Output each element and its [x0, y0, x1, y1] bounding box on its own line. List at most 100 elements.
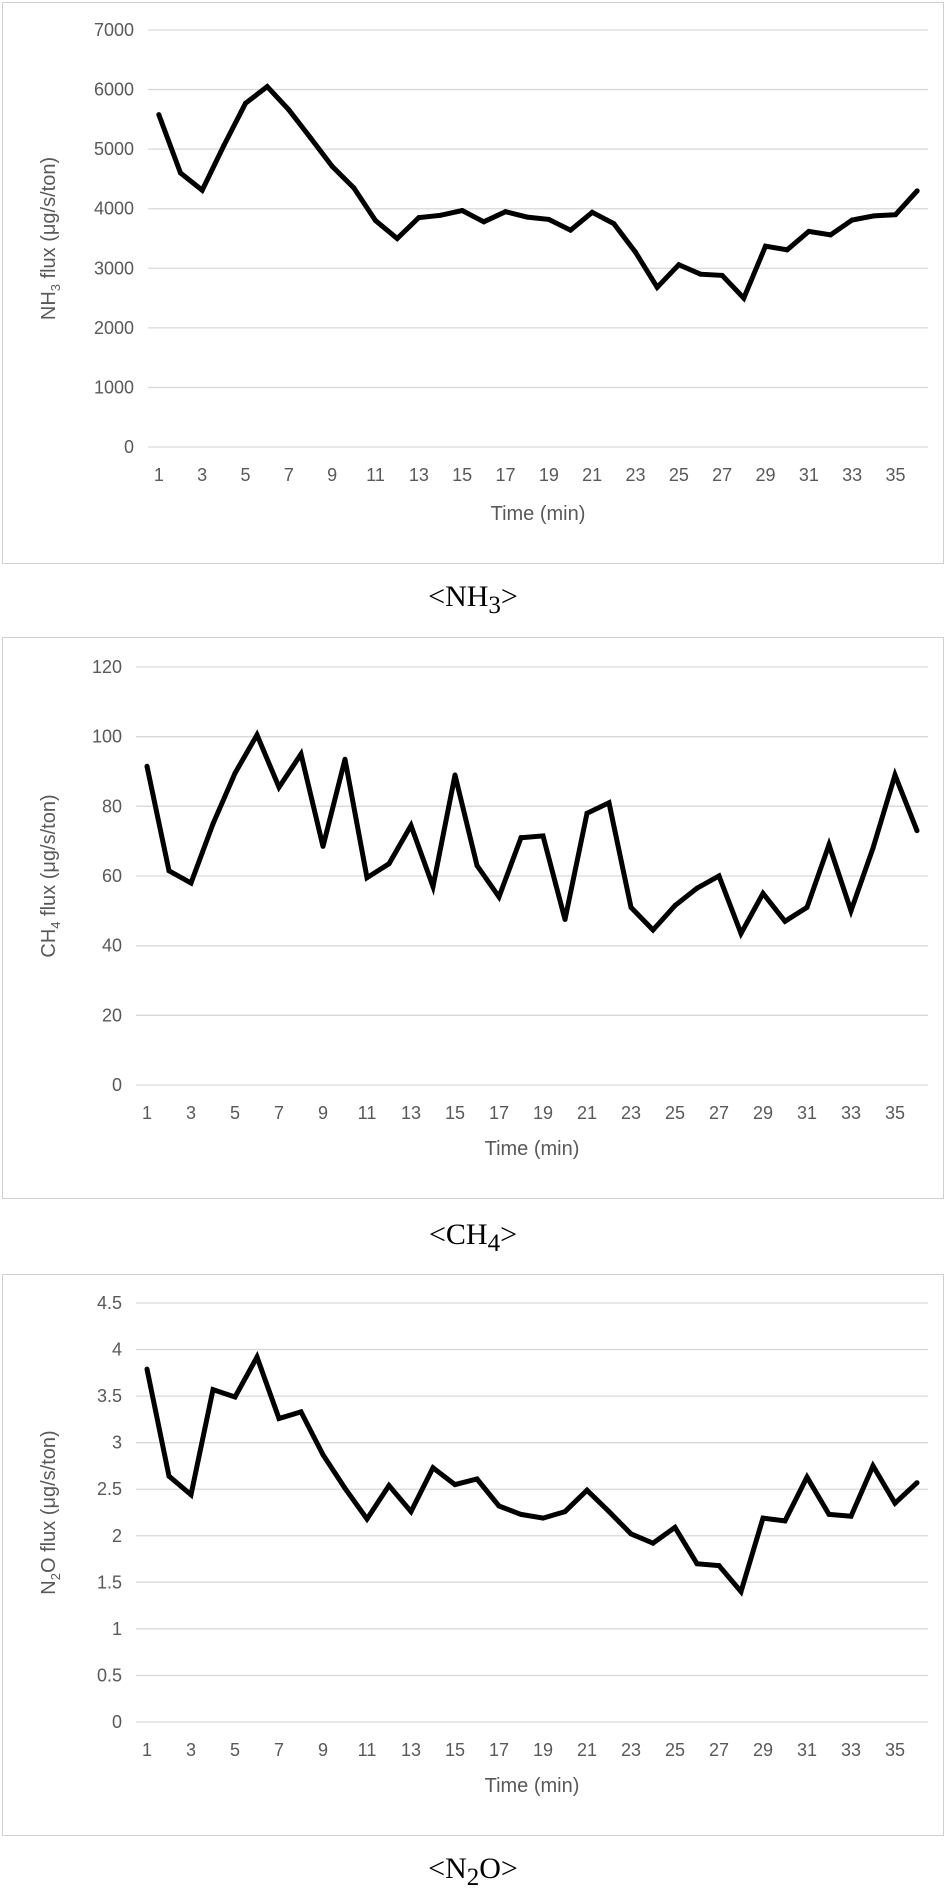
ch4-x-tick-label: 35 [885, 1103, 905, 1123]
n2o-y-tick-label: 1.5 [97, 1572, 122, 1592]
nh3-data-point [351, 185, 357, 191]
ch4-y-tick-label: 80 [102, 796, 122, 816]
n2o-data-point [782, 1518, 788, 1524]
n2o-data-point [474, 1476, 480, 1482]
nh3-data-point [373, 218, 378, 224]
nh3-data-point [221, 143, 227, 149]
n2o-data-point [716, 1563, 722, 1569]
n2o-x-tick-label: 17 [489, 1740, 509, 1760]
nh3-x-tick-label: 7 [284, 465, 294, 485]
ch4-data-point [540, 833, 546, 839]
ch4-x-tick-label: 15 [445, 1103, 465, 1123]
nh3-y-axis-title-after: flux (μg/s/ton) [38, 157, 60, 284]
n2o-series-line [144, 1350, 919, 1597]
nh3-data-point [719, 272, 725, 278]
nh3-x-tick-label: 23 [625, 465, 645, 485]
nh3-y-tick-label: 3000 [94, 258, 134, 278]
n2o-data-point [144, 1366, 150, 1372]
nh3-data-point [329, 163, 335, 169]
n2o-data-point [628, 1531, 634, 1537]
ch4-chart-panel: 0 20 40 60 80 100 120 1 3 5 7 9 11 13 15 17 19 21 23 25 27 29… [2, 637, 944, 1199]
ch4-x-tick-label: 31 [797, 1103, 817, 1123]
ch4-y-tick-label: 0 [112, 1075, 122, 1095]
nh3-x-axis-title: Time (min) [491, 503, 586, 525]
ch4-x-tick-label: 21 [577, 1103, 597, 1123]
n2o-x-tick-label: 1 [142, 1740, 152, 1760]
n2o-y-tick-label: 0 [112, 1712, 122, 1732]
ch4-x-tick-label: 13 [401, 1103, 421, 1123]
ch4-data-point [188, 880, 194, 886]
n2o-data-point [760, 1515, 766, 1521]
n2o-y-tick-label: 4 [112, 1340, 122, 1360]
nh3-x-tick-label: 21 [582, 465, 602, 485]
nh3-data-point [589, 209, 595, 215]
nh3-data-point [893, 212, 898, 218]
nh3-data-point [503, 209, 508, 215]
ch4-data-point [144, 763, 150, 769]
n2o-data-point [826, 1511, 832, 1517]
nh3-caption-after: > [500, 580, 518, 613]
ch4-data-point [606, 800, 612, 806]
ch4-data-point [760, 890, 766, 896]
n2o-data-point [342, 1485, 348, 1491]
ch4-data-point [826, 842, 832, 848]
ch4-data-point [870, 845, 876, 851]
n2o-data-point [232, 1394, 238, 1400]
nh3-chart-panel: 0 1000 2000 3000 4000 5000 6000 7000 1 3 5 7 9 11 13 15… [2, 2, 944, 564]
nh3-data-point [524, 214, 530, 220]
n2o-data-point [188, 1492, 194, 1498]
n2o-x-tick-label: 3 [186, 1740, 196, 1760]
ch4-x-axis-title: Time (min) [485, 1138, 580, 1160]
ch4-data-point [584, 810, 590, 816]
ch4-x-tick-label: 33 [841, 1103, 861, 1123]
n2o-x-tick-label: 15 [445, 1740, 465, 1760]
ch4-caption: <CH4> [0, 1218, 946, 1258]
nh3-x-tick-label: 31 [799, 465, 819, 485]
n2o-caption: <N2O> [0, 1852, 946, 1892]
nh3-y-axis-title: NH3 flux (μg/s/ton) [38, 157, 63, 320]
n2o-caption-sub: 2 [466, 1864, 480, 1891]
n2o-data-point [408, 1509, 414, 1515]
n2o-data-point [254, 1354, 260, 1360]
nh3-x-tick-label: 3 [197, 465, 207, 485]
ch4-x-tick-label: 3 [186, 1103, 196, 1123]
nh3-caption: <NH3> [0, 580, 946, 620]
ch4-data-point [452, 772, 458, 778]
ch4-data-point [562, 917, 568, 923]
ch4-x-tick-label: 25 [665, 1103, 685, 1123]
n2o-y-axis-title-sub: 2 [48, 1573, 63, 1580]
n2o-x-tick-label: 23 [621, 1740, 641, 1760]
n2o-caption-before: <N [428, 1852, 467, 1885]
ch4-x-tick-label: 29 [753, 1103, 773, 1123]
n2o-x-tick-label: 11 [358, 1740, 377, 1760]
ch4-y-axis-title-after: flux (μg/s/ton) [38, 794, 60, 921]
nh3-y-axis-title-sub: 3 [48, 284, 63, 291]
n2o-data-point [210, 1387, 216, 1393]
nh3-x-tick-label: 13 [409, 465, 429, 485]
ch4-y-tick-label: 60 [102, 866, 122, 886]
ch4-data-point [254, 732, 260, 738]
ch4-caption-sub: 4 [487, 1230, 501, 1257]
nh3-data-point [654, 284, 660, 290]
nh3-data-point [763, 243, 768, 249]
nh3-data-point [914, 188, 920, 194]
ch4-y-tick-label: 100 [92, 727, 122, 747]
ch4-data-point [210, 821, 216, 827]
nh3-x-tick-label: 9 [327, 465, 337, 485]
n2o-y-tick-label: 4.5 [97, 1293, 122, 1313]
nh3-data-point [308, 135, 313, 141]
n2o-data-point [606, 1509, 612, 1515]
ch4-x-tick-label: 11 [358, 1103, 377, 1123]
nh3-x-tick-label: 11 [366, 465, 385, 485]
n2o-data-point [276, 1415, 282, 1421]
n2o-x-tick-label: 25 [665, 1740, 685, 1760]
ch4-data-point [430, 883, 436, 889]
ch4-x-tick-label: 27 [709, 1103, 729, 1123]
nh3-data-point [784, 247, 790, 253]
n2o-y-tick-label: 3.5 [97, 1386, 122, 1406]
nh3-data-point [676, 262, 682, 268]
n2o-data-point [320, 1452, 326, 1458]
nh3-data-point [243, 100, 248, 106]
nh3-data-point [178, 170, 183, 176]
